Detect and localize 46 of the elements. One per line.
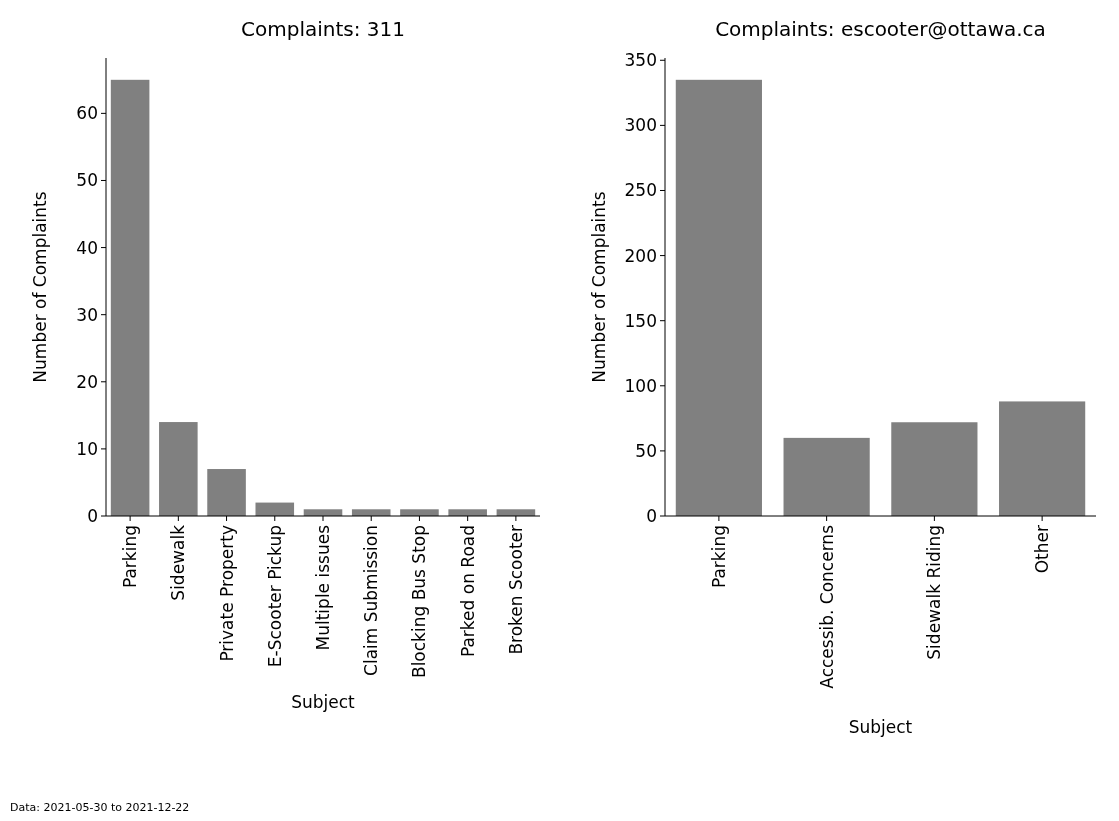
bar	[351, 509, 391, 516]
x-tick-label: Parking	[120, 525, 141, 589]
x-tick-label: Parked on Road	[457, 525, 478, 658]
x-tick-label: Parking	[708, 525, 729, 589]
x-tick-label: Sidewalk Riding	[924, 525, 945, 660]
x-tick-label: Broken Scooter	[505, 524, 526, 655]
x-axis-title: Subject	[848, 717, 913, 737]
x-tick-label: Blocking Bus Stop	[409, 525, 430, 679]
y-tick-label: 40	[76, 237, 98, 258]
x-tick-label: Sidewalk	[168, 524, 189, 601]
y-tick-label: 300	[624, 115, 657, 136]
bar	[159, 422, 198, 516]
bar	[207, 469, 246, 516]
bar	[110, 79, 150, 516]
y-tick-label: 0	[646, 505, 657, 526]
bar	[400, 509, 439, 516]
y-tick-label: 30	[76, 304, 98, 325]
bar	[448, 509, 487, 516]
text: Data: 2021-05-30 to 2021-12-22	[10, 801, 190, 814]
x-tick-label: Claim Submission	[361, 525, 382, 676]
bar	[675, 79, 762, 516]
bar	[999, 401, 1086, 516]
chart-title: Complaints: escooter@ottawa.ca	[715, 17, 1046, 41]
y-tick-label: 200	[624, 245, 657, 266]
y-tick-label: 60	[76, 103, 98, 124]
x-tick-label: Multiple issues	[312, 524, 333, 651]
x-tick-label: Other	[1032, 525, 1053, 574]
x-axis-title: Subject	[291, 692, 356, 712]
chart-title: Complaints: 311	[241, 17, 405, 41]
y-tick-label: 0	[87, 505, 98, 526]
x-tick-label: E-Scooter Pickup	[264, 525, 285, 668]
y-tick-label: 250	[624, 180, 657, 201]
y-axis-title: Number of Complaints	[589, 191, 609, 383]
x-tick-label: Accessib. Concerns	[816, 524, 837, 689]
bar	[255, 502, 295, 516]
y-tick-label: 350	[624, 50, 657, 71]
y-tick-label: 50	[635, 440, 657, 461]
y-tick-label: 100	[624, 375, 657, 396]
bar	[783, 437, 870, 516]
bar	[891, 422, 978, 516]
y-tick-label: 150	[624, 310, 657, 331]
y-axis-title: Number of Complaints	[30, 191, 50, 383]
y-tick-label: 20	[76, 371, 98, 392]
y-tick-label: 50	[76, 170, 98, 191]
x-tick-label: Private Property	[216, 525, 237, 662]
y-tick-label: 10	[76, 438, 98, 459]
